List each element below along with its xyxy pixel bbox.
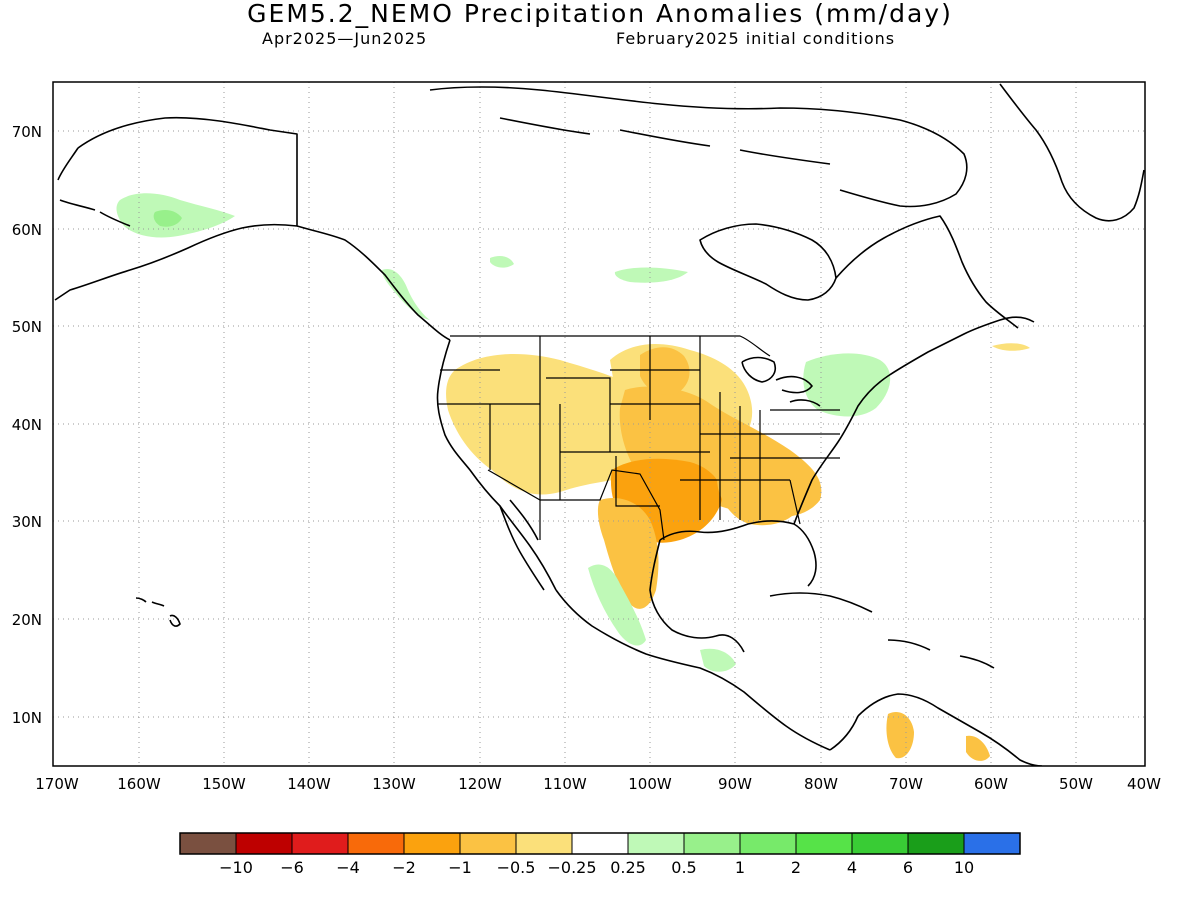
colorbar-swatch [740, 833, 796, 854]
lat-label-10n: 10N [12, 709, 42, 727]
lon-label-80w: 80W [804, 775, 838, 793]
lon-label-170w: 170W [35, 775, 79, 793]
alaska-coastline [54, 116, 451, 341]
colorbar-label: −2 [392, 858, 416, 877]
hudson-bay [699, 223, 837, 301]
graticule [53, 82, 1145, 766]
canada-west-coast [436, 339, 557, 591]
anomaly-wet-central-america [700, 648, 736, 672]
colorbar [179, 832, 1021, 855]
colorbar-swatch [908, 833, 964, 854]
lat-label-40n: 40N [12, 416, 42, 434]
figure-title: GEM5.2_NEMO Precipitation Anomalies (mm/… [247, 0, 953, 28]
state-borders [438, 335, 840, 541]
colorbar-label: −4 [336, 858, 360, 877]
latitude-labels: 70N 60N 50N 40N 30N 20N 10N [12, 123, 42, 727]
longitude-labels: 170W 160W 150W 140W 130W 120W 110W 100W … [35, 775, 1161, 793]
lat-label-50n: 50N [12, 318, 42, 336]
colorbar-swatch [348, 833, 404, 854]
gulf-coast [649, 520, 859, 751]
lon-label-160w: 160W [117, 775, 161, 793]
colorbar-label: 2 [791, 858, 801, 877]
greenland-coast [999, 83, 1145, 222]
colorbar-swatch [404, 833, 460, 854]
colorbar-swatch [796, 833, 852, 854]
anomaly-dry-nova-scotia [992, 343, 1030, 351]
lon-label-130w: 130W [372, 775, 416, 793]
lon-label-120w: 120W [458, 775, 502, 793]
lon-label-50w: 50W [1059, 775, 1093, 793]
colorbar-label: 6 [903, 858, 913, 877]
colorbar-label: 0.5 [671, 858, 696, 877]
lat-label-20n: 20N [12, 611, 42, 629]
state-lines-east [615, 392, 840, 525]
anomaly-wet-northeast [803, 353, 891, 417]
colorbar-label: −10 [219, 858, 253, 877]
lon-label-60w: 60W [974, 775, 1008, 793]
colorbar-label: 0.25 [610, 858, 646, 877]
lon-label-100w: 100W [628, 775, 672, 793]
colorbar-swatch [460, 833, 516, 854]
forecast-period: Apr2025—Jun2025 [262, 29, 428, 48]
anomaly-wet-mexico [588, 564, 646, 646]
colorbar-swatch [628, 833, 684, 854]
anomaly-wet-canada-north [614, 267, 688, 283]
labrador-coast [835, 215, 1019, 329]
lat-label-60n: 60N [12, 221, 42, 239]
great-lakes [741, 356, 821, 407]
lon-label-40w: 40W [1127, 775, 1161, 793]
colorbar-swatch [964, 833, 1020, 854]
colorbar-swatch [516, 833, 572, 854]
colorbar-swatch [292, 833, 348, 854]
anomaly-dry-north-plains [640, 347, 690, 396]
lon-label-70w: 70W [889, 775, 923, 793]
mexico-west-coast [555, 589, 831, 751]
anomaly-dry-guyana [966, 735, 990, 761]
colorbar-label: 10 [954, 858, 974, 877]
east-coast [793, 316, 1035, 525]
state-lines-west [438, 336, 710, 540]
initial-conditions: February2025 initial conditions [616, 29, 896, 48]
colorbar-label: −0.5 [497, 858, 536, 877]
us-canada-border [450, 335, 771, 357]
colorbar-labels: −10 −6 −4 −2 −1 −0.5 −0.25 0.25 0.5 1 2 … [219, 858, 974, 877]
lat-label-70n: 70N [12, 123, 42, 141]
colorbar-label: −1 [448, 858, 472, 877]
cuba-caribbean [769, 592, 995, 669]
south-america-coast [857, 693, 1043, 766]
baja-california [499, 499, 545, 591]
colorbar-swatch [852, 833, 908, 854]
colorbar-swatch [180, 833, 236, 854]
lat-label-30n: 30N [12, 513, 42, 531]
anomaly-dry-mexico-gulf [597, 498, 659, 609]
hawaii-islands [135, 597, 181, 627]
arctic-islands [429, 86, 968, 208]
colorbar-label: −0.25 [547, 858, 596, 877]
anomaly-wet-bc [382, 268, 430, 320]
map-frame [52, 81, 1146, 767]
anomaly-layer [116, 193, 1030, 761]
colorbar-frame [179, 832, 1021, 855]
colorbar-swatch [684, 833, 740, 854]
lon-label-110w: 110W [543, 775, 587, 793]
anomaly-dry-venezuela [886, 712, 914, 759]
lon-label-140w: 140W [287, 775, 331, 793]
lon-label-150w: 150W [202, 775, 246, 793]
colorbar-label: 4 [847, 858, 857, 877]
colorbar-label: 1 [735, 858, 745, 877]
anomaly-wet-hudson [490, 256, 514, 268]
colorbar-label: −6 [280, 858, 304, 877]
anomaly-dry-southeast [716, 454, 805, 526]
lon-label-90w: 90W [718, 775, 752, 793]
colorbar-swatch [236, 833, 292, 854]
coastlines [54, 83, 1145, 766]
colorbar-swatch [572, 833, 628, 854]
anomaly-wet-alaska-core [153, 210, 182, 227]
